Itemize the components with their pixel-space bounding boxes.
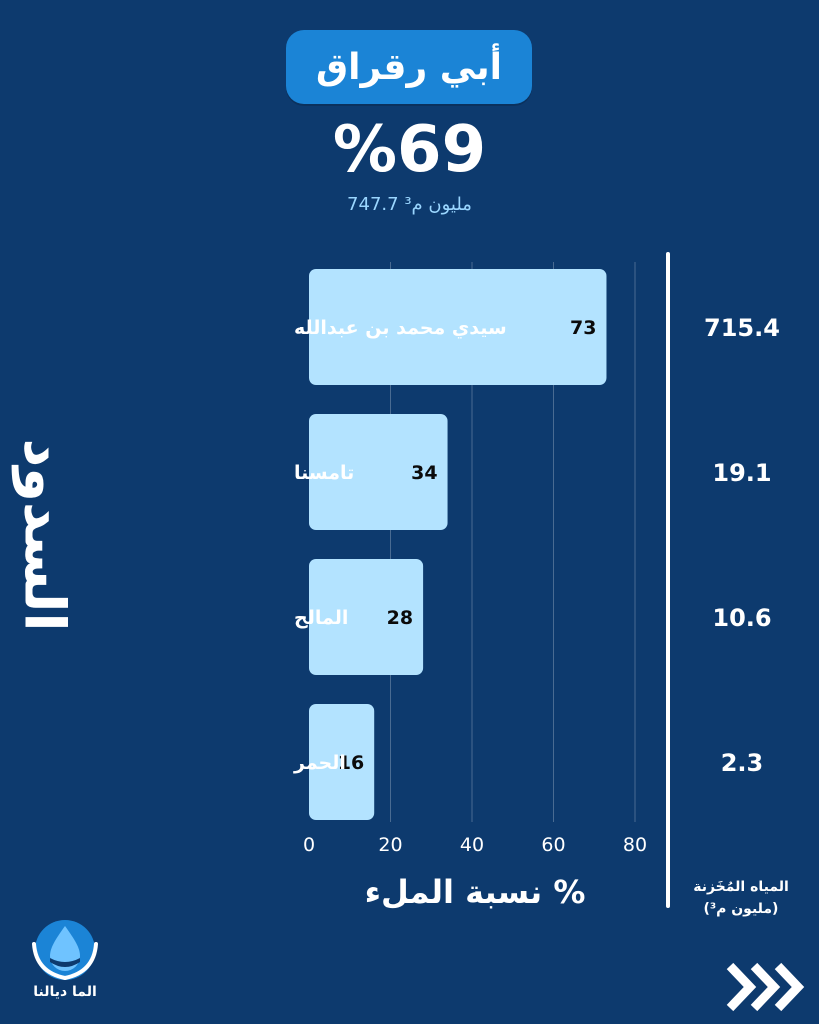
- stored-value-label: 2.3: [721, 749, 764, 777]
- bar: [309, 559, 424, 675]
- x-axis-label: نسبة الملء %: [364, 873, 586, 911]
- category-label: المالح: [294, 607, 348, 629]
- water-drop-hands-icon: [32, 920, 98, 980]
- x-tick-label: 60: [541, 834, 565, 856]
- stored-water-column-label: المياه المُخَزنة (مليون م³): [668, 876, 814, 920]
- stored-value-label: 19.1: [712, 459, 771, 487]
- category-label: تامسنا: [294, 462, 354, 484]
- x-tick-label: 0: [303, 834, 315, 856]
- x-tick-label: 40: [460, 834, 484, 856]
- stored-water-label-line2: (مليون م³): [703, 901, 779, 917]
- stored-value-label: 10.6: [712, 604, 771, 632]
- x-tick-label: 20: [378, 834, 402, 856]
- dam-title: أبي رقراق: [315, 46, 503, 88]
- bar-value-label: 28: [387, 607, 413, 629]
- dam-title-badge: أبي رقراق: [286, 30, 532, 104]
- bar: [309, 414, 448, 530]
- stored-value-label: 715.4: [704, 314, 780, 342]
- chevrons-right-icon[interactable]: [724, 960, 808, 1014]
- category-label: سيدي محمد بن عبدالله: [294, 317, 507, 340]
- stored-water-label-line1: المياه المُخَزنة: [693, 879, 789, 895]
- overall-stored-volume: 747.7 مليون م³: [347, 194, 472, 215]
- bar-value-label: 34: [411, 462, 437, 484]
- bar-value-label: 73: [570, 317, 596, 339]
- bar: [309, 269, 607, 385]
- overall-fill-percent: %69: [332, 113, 487, 187]
- logo-text: الما ديالنا: [33, 984, 97, 1000]
- x-tick-label: 80: [623, 834, 647, 856]
- category-label: الحمر: [293, 752, 346, 774]
- bar-value-label: 16: [338, 752, 364, 774]
- brand-logo: الما ديالنا: [22, 914, 108, 1010]
- bar: [309, 704, 375, 820]
